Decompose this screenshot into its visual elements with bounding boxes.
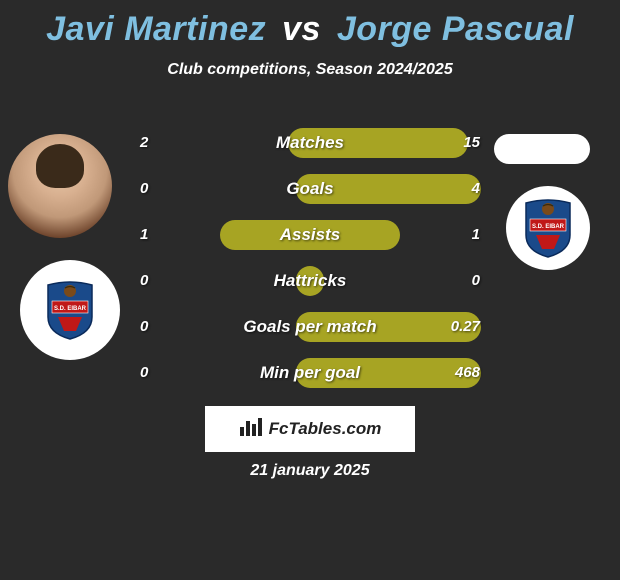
brand-text: FcTables.com xyxy=(269,419,382,439)
brand-bars-icon xyxy=(239,417,263,442)
vs-label: vs xyxy=(282,10,321,48)
club-shield-icon: S.D. EIBAR xyxy=(522,197,574,259)
player-right-avatar xyxy=(494,134,590,164)
player-left-avatar xyxy=(8,134,112,238)
stat-label: Hattricks xyxy=(130,266,490,296)
stat-label: Matches xyxy=(130,128,490,158)
stat-row: 04Goals xyxy=(130,174,490,204)
stat-label: Goals xyxy=(130,174,490,204)
stat-label: Assists xyxy=(130,220,490,250)
stat-label: Min per goal xyxy=(130,358,490,388)
footer-date: 21 january 2025 xyxy=(0,462,620,480)
comparison-title: Javi Martinez vs Jorge Pascual xyxy=(0,10,620,49)
stats-container: 215Matches 04Goals 11Assists 00Hattricks 00.… xyxy=(130,128,490,404)
player-left-name: Javi Martinez xyxy=(46,10,266,48)
player-right-name: Jorge Pascual xyxy=(337,10,574,48)
stat-row: 11Assists xyxy=(130,220,490,250)
stat-row: 00.27Goals per match xyxy=(130,312,490,342)
svg-text:S.D. EIBAR: S.D. EIBAR xyxy=(54,306,87,312)
player-right-club-badge: S.D. EIBAR xyxy=(506,186,590,270)
stat-row: 00Hattricks xyxy=(130,266,490,296)
stat-row: 0468Min per goal xyxy=(130,358,490,388)
stat-row: 215Matches xyxy=(130,128,490,158)
svg-text:S.D. EIBAR: S.D. EIBAR xyxy=(532,224,565,230)
stat-label: Goals per match xyxy=(130,312,490,342)
player-left-club-badge: S.D. EIBAR xyxy=(20,260,120,360)
club-shield-icon: S.D. EIBAR xyxy=(44,279,96,341)
subtitle: Club competitions, Season 2024/2025 xyxy=(0,61,620,79)
brand-box: FcTables.com xyxy=(205,406,415,452)
